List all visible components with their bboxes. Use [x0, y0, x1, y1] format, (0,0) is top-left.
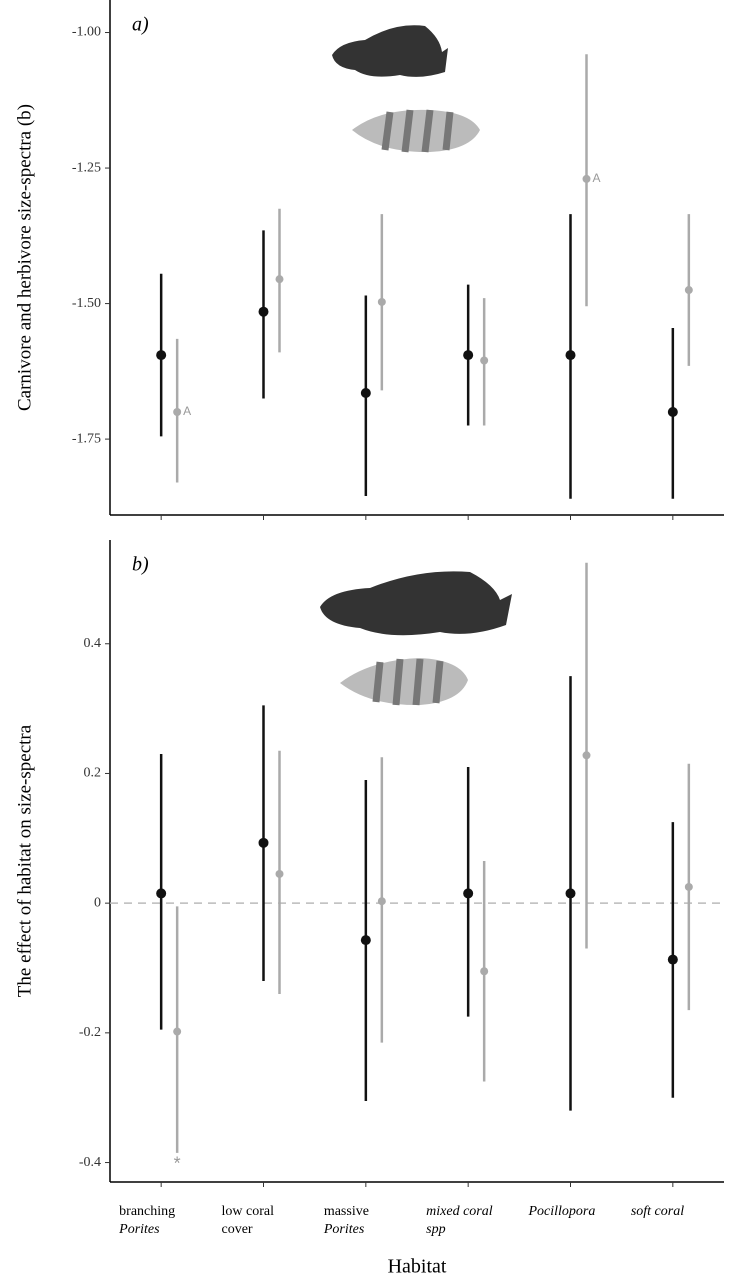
point — [156, 888, 167, 899]
y-axis-title: The effect of habitat on size-spectra — [14, 724, 35, 997]
point — [480, 356, 489, 365]
point — [377, 897, 386, 906]
x-tick-label: low coral — [222, 1204, 275, 1219]
fish-icons-b — [320, 571, 512, 706]
x-axis-title: Habitat — [388, 1256, 447, 1278]
point — [480, 967, 489, 976]
y-tick-label: -1.25 — [72, 160, 101, 175]
fish-stripes — [372, 658, 444, 706]
x-tick-label: Pocillopora — [528, 1204, 596, 1219]
x-tick-label: soft coral — [631, 1204, 684, 1219]
point — [360, 388, 371, 399]
y-tick-label: -1.00 — [72, 25, 101, 40]
x-tick-label: massive — [324, 1204, 369, 1219]
point — [684, 882, 693, 891]
x-tick-label: branching — [119, 1204, 175, 1219]
point — [275, 275, 284, 284]
y-tick-label: -1.75 — [72, 431, 101, 446]
y-tick-label: -1.50 — [72, 296, 101, 311]
x-tick-label: cover — [222, 1222, 253, 1237]
y-tick-label: -0.4 — [79, 1155, 101, 1170]
point — [667, 407, 678, 417]
point — [173, 408, 182, 416]
carnivore-fish-icon — [320, 571, 512, 636]
annotation: * — [174, 1154, 181, 1174]
y-tick-label: 0.4 — [84, 636, 102, 651]
x-tick-label: mixed coral — [426, 1204, 493, 1219]
point — [684, 286, 693, 295]
annotation: A — [183, 404, 191, 418]
y-axis-title: Carnivore and herbivore size-spectra (b) — [14, 104, 35, 411]
point — [582, 751, 591, 760]
point — [463, 888, 474, 899]
fish-icons-a — [332, 25, 480, 153]
panel-label: b) — [132, 554, 149, 576]
y-tick-label: 0.2 — [84, 766, 102, 781]
point — [377, 297, 386, 306]
point — [258, 837, 269, 848]
point — [463, 350, 474, 361]
annotation: A — [593, 171, 601, 185]
herbivore-fish-icon — [340, 658, 468, 706]
x-tick-label: spp — [426, 1222, 445, 1237]
fish-stripes — [381, 109, 454, 153]
point — [156, 350, 167, 361]
panel-label: a) — [132, 14, 149, 36]
x-tick-label: Porites — [323, 1222, 365, 1237]
y-tick-label: -0.2 — [79, 1025, 101, 1040]
point — [258, 306, 269, 317]
point — [565, 888, 576, 899]
carnivore-fish-icon — [332, 25, 448, 77]
x-tick-label: Porites — [118, 1222, 160, 1237]
point — [582, 174, 591, 183]
herbivore-fish-icon — [352, 109, 480, 153]
point — [360, 935, 371, 946]
point — [565, 350, 576, 361]
point — [173, 1027, 182, 1036]
point — [667, 954, 678, 965]
point — [275, 869, 284, 878]
y-tick-label: 0 — [94, 895, 101, 910]
